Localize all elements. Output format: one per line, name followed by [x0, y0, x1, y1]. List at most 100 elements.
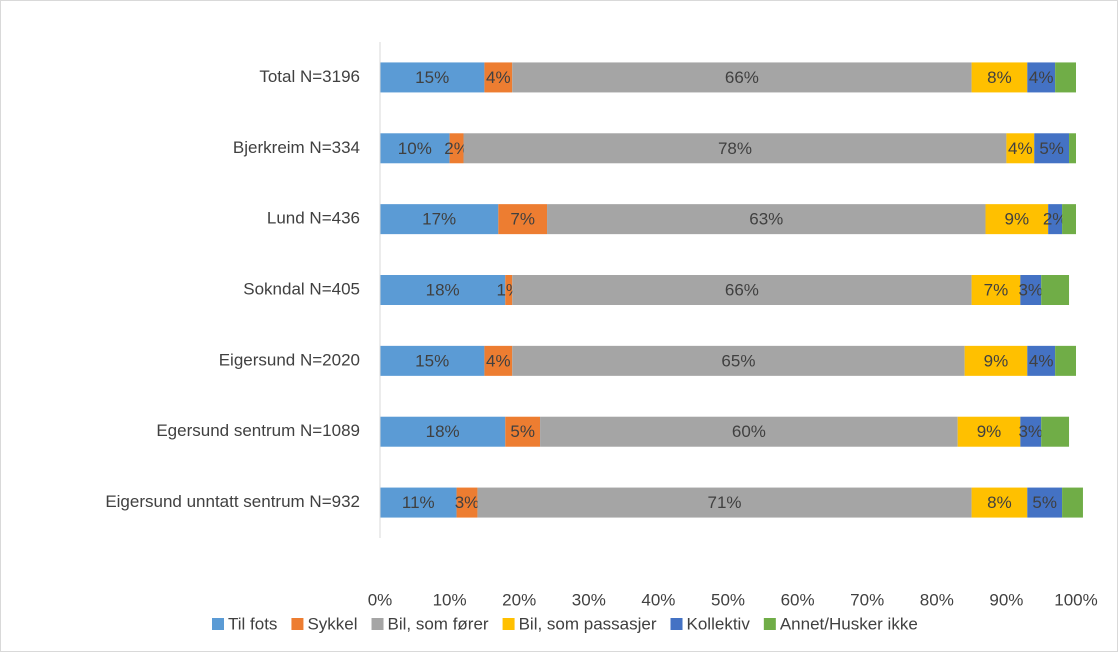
data-label: 5%	[510, 422, 535, 441]
y-tick-label: Lund N=436	[267, 209, 360, 228]
legend-swatch	[670, 618, 683, 630]
y-tick-label: Bjerkreim N=334	[233, 138, 360, 157]
legend-swatch	[212, 618, 224, 630]
data-label: 60%	[732, 422, 766, 441]
bar-segment	[512, 275, 972, 305]
bar-segment	[477, 487, 972, 518]
bar-segment	[964, 345, 1028, 376]
bar-segment	[505, 275, 513, 305]
data-label: 3%	[455, 493, 480, 512]
data-label: 8%	[987, 493, 1012, 512]
x-tick-label: 40%	[641, 590, 675, 609]
legend-label: Til fots	[228, 614, 277, 633]
bar-segment	[380, 133, 450, 164]
bar-segment	[380, 416, 506, 447]
bar-segment	[1020, 416, 1042, 447]
data-label: 9%	[1005, 210, 1030, 229]
data-label: 17%	[422, 210, 456, 229]
y-tick-label: Sokndal N=405	[243, 279, 360, 298]
legend-swatch	[371, 618, 384, 630]
legend-swatch	[291, 618, 304, 630]
data-label: 3%	[1018, 280, 1043, 299]
bar-segment	[1027, 62, 1056, 93]
data-label: 4%	[486, 68, 511, 87]
bar-segment	[380, 487, 457, 518]
data-label: 78%	[718, 139, 752, 158]
data-label: 4%	[486, 351, 511, 370]
legend-label: Kollektiv	[687, 614, 751, 633]
legend-label: Sykkel	[307, 614, 357, 633]
legend-swatch	[502, 618, 515, 630]
y-tick-label: Egersund sentrum N=1089	[156, 421, 360, 440]
data-label: 15%	[415, 351, 449, 370]
bar-segment	[1055, 345, 1076, 376]
data-label: 9%	[984, 351, 1009, 370]
bar-segment	[540, 416, 958, 447]
data-label: 5%	[1032, 493, 1057, 512]
data-label: 18%	[426, 422, 460, 441]
data-label: 3%	[1018, 422, 1043, 441]
bar-segment	[498, 204, 548, 235]
y-tick-label: Eigersund N=2020	[219, 350, 360, 369]
x-tick-label: 90%	[989, 590, 1023, 609]
data-label: 66%	[725, 280, 759, 299]
bar-segment	[380, 275, 506, 305]
x-tick-label: 80%	[920, 590, 954, 609]
x-tick-label: 60%	[781, 590, 815, 609]
x-tick-label: 20%	[502, 590, 536, 609]
bar-segment	[463, 133, 1007, 164]
bar-segment	[380, 62, 485, 93]
legend-label: Bil, som passasjer	[519, 614, 657, 633]
bar-segment	[1020, 275, 1042, 305]
x-tick-label: 70%	[850, 590, 884, 609]
bar-segment	[1041, 275, 1070, 305]
x-tick-label: 50%	[711, 590, 745, 609]
legend-label: Annet/Husker ikke	[780, 614, 918, 633]
y-tick-label: Total N=3196	[259, 67, 360, 86]
x-tick-label: 10%	[433, 590, 467, 609]
data-label: 2%	[1043, 210, 1068, 229]
bar-segment	[971, 275, 1021, 305]
bar-segment	[1069, 133, 1076, 164]
bar-segment	[505, 416, 541, 447]
data-label: 66%	[725, 68, 759, 87]
data-label: 4%	[1029, 68, 1054, 87]
data-label: 8%	[987, 68, 1012, 87]
bar-segment	[456, 487, 478, 518]
bar-segment	[1027, 487, 1063, 518]
legend-label: Bil, som fører	[388, 614, 489, 633]
bar-segment	[1006, 133, 1035, 164]
data-label: 4%	[1029, 351, 1054, 370]
bar-segment	[449, 133, 464, 164]
bar-segment	[512, 62, 972, 93]
bar-segment	[1034, 133, 1070, 164]
bar-segment	[1055, 62, 1076, 93]
bar-segment	[1027, 345, 1056, 376]
bar-segment	[971, 62, 1028, 93]
x-tick-label: 30%	[572, 590, 606, 609]
bar-segment	[512, 345, 965, 376]
bar-segment	[1048, 204, 1063, 235]
bar-segment	[1062, 204, 1076, 235]
data-label: 4%	[1008, 139, 1033, 158]
data-label: 18%	[426, 280, 460, 299]
data-label: 5%	[1039, 139, 1064, 158]
data-label: 10%	[398, 139, 432, 158]
data-label: 63%	[749, 210, 783, 229]
bar-segment	[957, 416, 1021, 447]
bar-segment	[985, 204, 1049, 235]
bar-segment	[380, 345, 485, 376]
bar-segment	[1062, 487, 1083, 518]
bar-segment	[1041, 416, 1070, 447]
data-label: 15%	[415, 68, 449, 87]
y-tick-label: Eigersund unntatt sentrum N=932	[105, 492, 360, 511]
data-label: 11%	[402, 493, 435, 512]
data-label: 65%	[721, 351, 755, 370]
data-label: 9%	[977, 422, 1002, 441]
bar-segment	[484, 345, 513, 376]
data-label: 7%	[984, 280, 1009, 299]
x-tick-label: 0%	[368, 590, 393, 609]
bar-segment	[380, 204, 499, 235]
bar-segment	[971, 487, 1028, 518]
